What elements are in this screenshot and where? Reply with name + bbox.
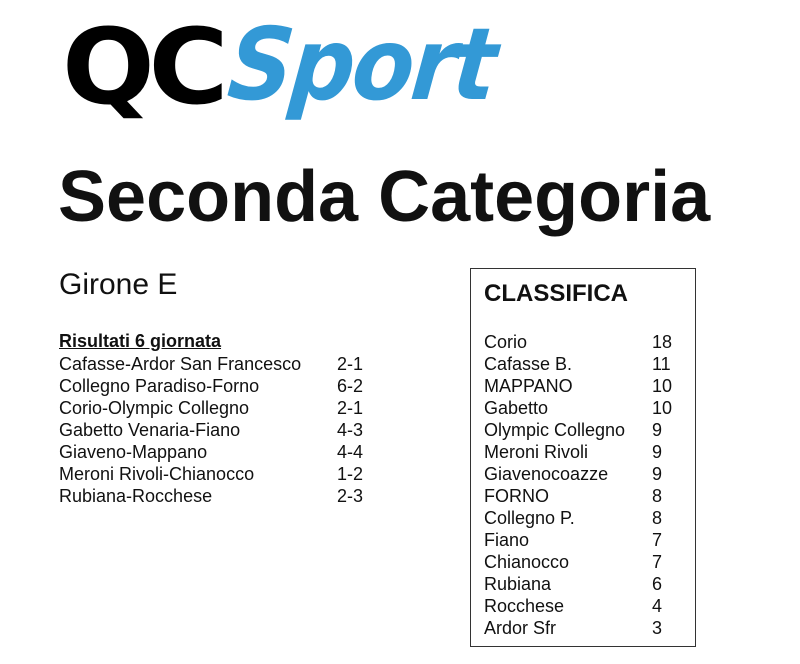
results-heading: Risultati 6 giornata xyxy=(59,331,222,351)
result-row: Giaveno-Mappano 4-4 xyxy=(59,441,363,463)
team-name: Fiano xyxy=(484,530,530,550)
team-name: Meroni Rivoli xyxy=(484,442,589,462)
team-points: 4 xyxy=(652,596,663,616)
match-name: Meroni Rivoli-Chianocco xyxy=(59,464,255,484)
team-points: 6 xyxy=(652,574,663,594)
standing-row: Corio 18 xyxy=(484,331,672,353)
logo-qc: QC xyxy=(62,6,229,128)
result-row: Corio-Olympic Collegno 2-1 xyxy=(59,397,363,419)
standing-row: MAPPANO 10 xyxy=(484,375,672,397)
standing-row: Chianocco 7 xyxy=(484,551,672,573)
result-row: Cafasse-Ardor San Francesco 2-1 xyxy=(59,353,363,375)
team-name: Chianocco xyxy=(484,552,570,572)
match-score: 6-2 xyxy=(337,376,364,396)
team-name: Gabetto xyxy=(484,398,549,418)
match-name: Giaveno-Mappano xyxy=(59,442,208,462)
team-name: Corio xyxy=(484,332,528,352)
result-row: Gabetto Venaria-Fiano 4-3 xyxy=(59,419,363,441)
match-name: Collegno Paradiso-Forno xyxy=(59,376,260,396)
team-name: FORNO xyxy=(484,486,549,506)
team-points: 8 xyxy=(652,486,663,506)
standings-box: CLASSIFICA Corio 18 Cafasse B. 11 MAPPANO 10 G… xyxy=(470,268,696,647)
team-points: 11 xyxy=(652,354,671,374)
team-name: MAPPANO xyxy=(484,376,573,396)
team-points: 9 xyxy=(652,442,663,462)
team-points: 18 xyxy=(652,332,673,352)
team-points: 9 xyxy=(652,464,663,484)
result-row: Collegno Paradiso-Forno 6-2 xyxy=(59,375,363,397)
team-points: 7 xyxy=(652,552,663,572)
match-score: 2-3 xyxy=(337,486,364,506)
match-score: 2-1 xyxy=(337,398,364,418)
team-name: Rocchese xyxy=(484,596,565,616)
match-name: Corio-Olympic Collegno xyxy=(59,398,250,418)
team-name: Ardor Sfr xyxy=(484,618,557,638)
team-points: 10 xyxy=(652,398,673,418)
match-score: 4-4 xyxy=(337,442,364,462)
standing-row: Ardor Sfr 3 xyxy=(484,617,672,639)
team-name: Olympic Collegno xyxy=(484,420,626,440)
team-points: 7 xyxy=(652,530,663,550)
team-points: 3 xyxy=(652,618,663,638)
match-name: Gabetto Venaria-Fiano xyxy=(59,420,241,440)
standing-row: Giavenocoazze 9 xyxy=(484,463,672,485)
team-points: 9 xyxy=(652,420,663,440)
standing-row: Collegno P. 8 xyxy=(484,507,672,529)
match-score: 2-1 xyxy=(337,354,364,374)
standing-row: Rocchese 4 xyxy=(484,595,672,617)
standing-row: Rubiana 6 xyxy=(484,573,672,595)
page-title: Seconda Categoria xyxy=(58,157,711,237)
standing-row: Olympic Collegno 9 xyxy=(484,419,672,441)
standing-row: FORNO 8 xyxy=(484,485,672,507)
standing-row: Cafasse B. 11 xyxy=(484,353,672,375)
team-points: 10 xyxy=(652,376,673,396)
team-name: Rubiana xyxy=(484,574,552,594)
group-title: Girone E xyxy=(59,268,178,301)
team-name: Cafasse B. xyxy=(484,354,573,374)
result-row: Rubiana-Rocchese 2-3 xyxy=(59,485,363,507)
team-name: Collegno P. xyxy=(484,508,575,528)
results-section: Risultati 6 giornata Cafasse-Ardor San F… xyxy=(59,330,363,507)
match-name: Cafasse-Ardor San Francesco xyxy=(59,354,302,374)
standing-row: Fiano 7 xyxy=(484,529,672,551)
team-points: 8 xyxy=(652,508,663,528)
match-score: 4-3 xyxy=(337,420,364,440)
match-name: Rubiana-Rocchese xyxy=(59,486,213,506)
qcsport-logo: QCSport xyxy=(62,6,523,128)
team-name: Giavenocoazze xyxy=(484,464,609,484)
logo-sport: Sport xyxy=(223,6,500,123)
standing-row: Gabetto 10 xyxy=(484,397,672,419)
standings-heading: CLASSIFICA xyxy=(484,280,628,307)
match-score: 1-2 xyxy=(337,464,364,484)
standing-row: Meroni Rivoli 9 xyxy=(484,441,672,463)
result-row: Meroni Rivoli-Chianocco 1-2 xyxy=(59,463,363,485)
